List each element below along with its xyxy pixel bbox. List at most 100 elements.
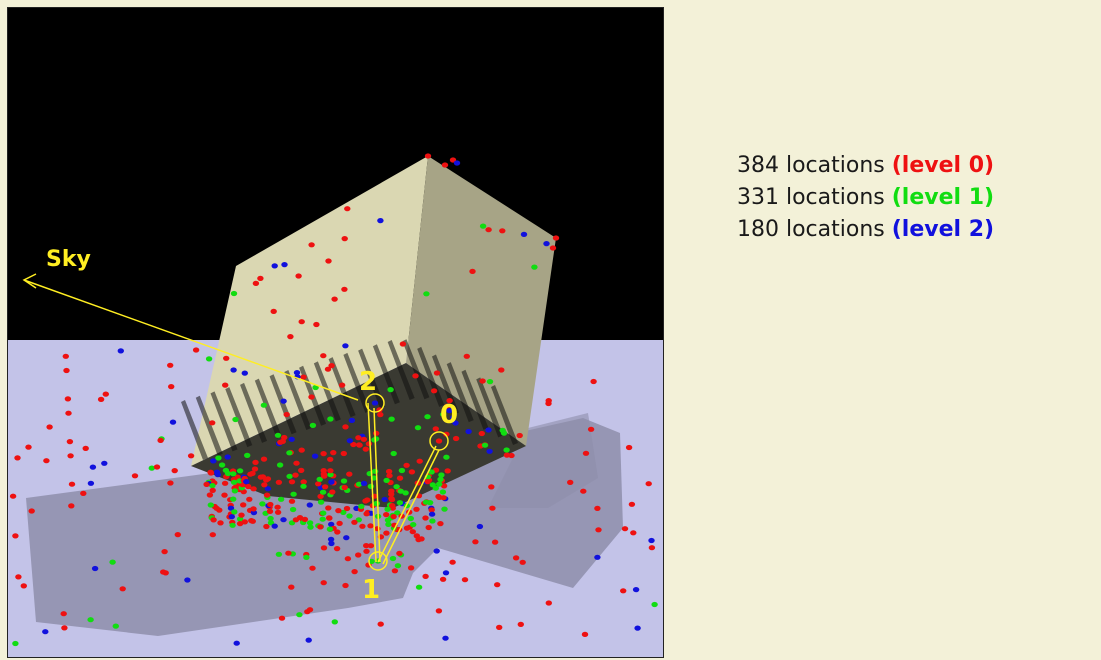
point-2-marker [365, 393, 385, 413]
sample-location-dot [320, 468, 327, 474]
sample-location-dot [412, 373, 419, 379]
sample-location-dot [443, 454, 450, 460]
sample-location-dot [397, 488, 404, 494]
sample-location-dot [327, 416, 334, 422]
sample-location-dot [275, 551, 283, 557]
sample-location-dot [240, 502, 247, 508]
legend-row-level-0: 384 locations (level 0) [737, 150, 994, 182]
sample-location-dot [293, 370, 301, 376]
sample-location-dot [66, 439, 74, 445]
sample-location-dot [233, 640, 240, 646]
sample-location-dot [271, 263, 278, 269]
sample-location-dot [87, 480, 95, 486]
point-1-label: 1 [362, 575, 380, 605]
sample-location-dot [317, 499, 325, 505]
sample-location-dot [465, 428, 472, 435]
sample-location-dot [335, 508, 342, 514]
sample-location-dot [485, 227, 492, 233]
sample-location-dot [407, 515, 414, 522]
sample-location-dot [346, 513, 353, 519]
sample-location-dot [516, 432, 523, 439]
sample-location-dot [342, 343, 349, 349]
sample-location-dot [625, 444, 633, 451]
sample-location-dot [244, 452, 251, 458]
sample-location-dot [303, 554, 310, 561]
sample-location-dot [632, 587, 640, 593]
box-shadow [26, 418, 623, 636]
sample-location-dot [488, 484, 495, 490]
sample-location-dot [259, 474, 267, 480]
sample-location-dot [320, 545, 328, 551]
sample-location-dot [67, 453, 74, 459]
sample-location-dot [117, 348, 125, 354]
sample-location-dot [270, 308, 277, 314]
sample-location-dot [209, 483, 216, 489]
underside-streak [491, 385, 518, 445]
sample-location-dot [168, 384, 175, 390]
sample-location-dot [209, 420, 216, 426]
sample-location-dot [348, 417, 356, 423]
sample-location-dot [320, 580, 327, 586]
sample-location-dot [512, 555, 520, 561]
sample-location-dot [396, 500, 404, 506]
sample-location-dot [62, 353, 69, 359]
sample-location-dot [333, 546, 341, 552]
sample-location-dot [503, 452, 511, 458]
sample-location-dot [331, 619, 338, 625]
sample-location-dot [444, 468, 451, 474]
sample-location-dot [326, 526, 334, 532]
underside-streak [417, 346, 445, 407]
sample-location-dot [428, 469, 435, 475]
sample-location-dot [327, 456, 334, 462]
sample-location-dot [444, 403, 451, 409]
sample-location-dot [260, 402, 268, 408]
sample-location-dot [390, 514, 397, 520]
sample-location-dot [438, 472, 445, 478]
sample-location-dot [363, 543, 370, 549]
sample-location-dot [228, 514, 235, 520]
sample-location-dot [416, 458, 423, 464]
sample-location-dot [238, 512, 245, 518]
sample-location-dot [205, 356, 213, 362]
sample-location-dot [298, 467, 305, 473]
sample-location-dot [119, 586, 126, 592]
sample-location-dot [384, 506, 391, 512]
sample-location-dot [503, 447, 510, 453]
sample-location-dot [481, 442, 489, 448]
sample-location-dot [355, 435, 362, 441]
sample-location-dot [358, 503, 365, 509]
sample-location-dot [543, 241, 550, 247]
sample-location-dot [341, 484, 348, 491]
underside-streak [240, 382, 268, 443]
legend-count-level-0: 384 locations [737, 153, 885, 178]
sample-location-dot [346, 471, 353, 477]
sample-location-dot [418, 536, 425, 542]
sample-location-dot [367, 523, 374, 529]
sample-location-dot [209, 532, 216, 538]
sample-location-dot [215, 455, 222, 461]
sample-locations [9, 153, 658, 647]
sample-location-dot [214, 472, 221, 478]
sample-location-dot [266, 508, 274, 514]
sample-location-dot [184, 577, 191, 583]
sample-location-dot [437, 521, 444, 527]
sample-location-dot [313, 321, 320, 328]
sample-location-dot [439, 489, 447, 495]
box-front-face [191, 156, 428, 466]
sample-location-dot [161, 549, 168, 555]
sample-location-dot [305, 637, 312, 643]
sample-location-dot [288, 436, 295, 442]
link-line-1-to-0b [382, 449, 440, 565]
sample-location-dot [499, 228, 506, 234]
sample-location-dot [249, 470, 256, 476]
sample-location-dot [229, 522, 236, 528]
sample-location-dot [292, 517, 300, 523]
sample-location-dot [207, 502, 214, 508]
sample-location-dot [167, 362, 174, 368]
point-1-marker [368, 551, 388, 571]
sample-location-dot [157, 437, 164, 443]
sample-location-dot [581, 631, 589, 638]
sample-location-dot [478, 430, 485, 437]
sample-location-dot [415, 584, 423, 590]
underside-streak [313, 361, 341, 422]
